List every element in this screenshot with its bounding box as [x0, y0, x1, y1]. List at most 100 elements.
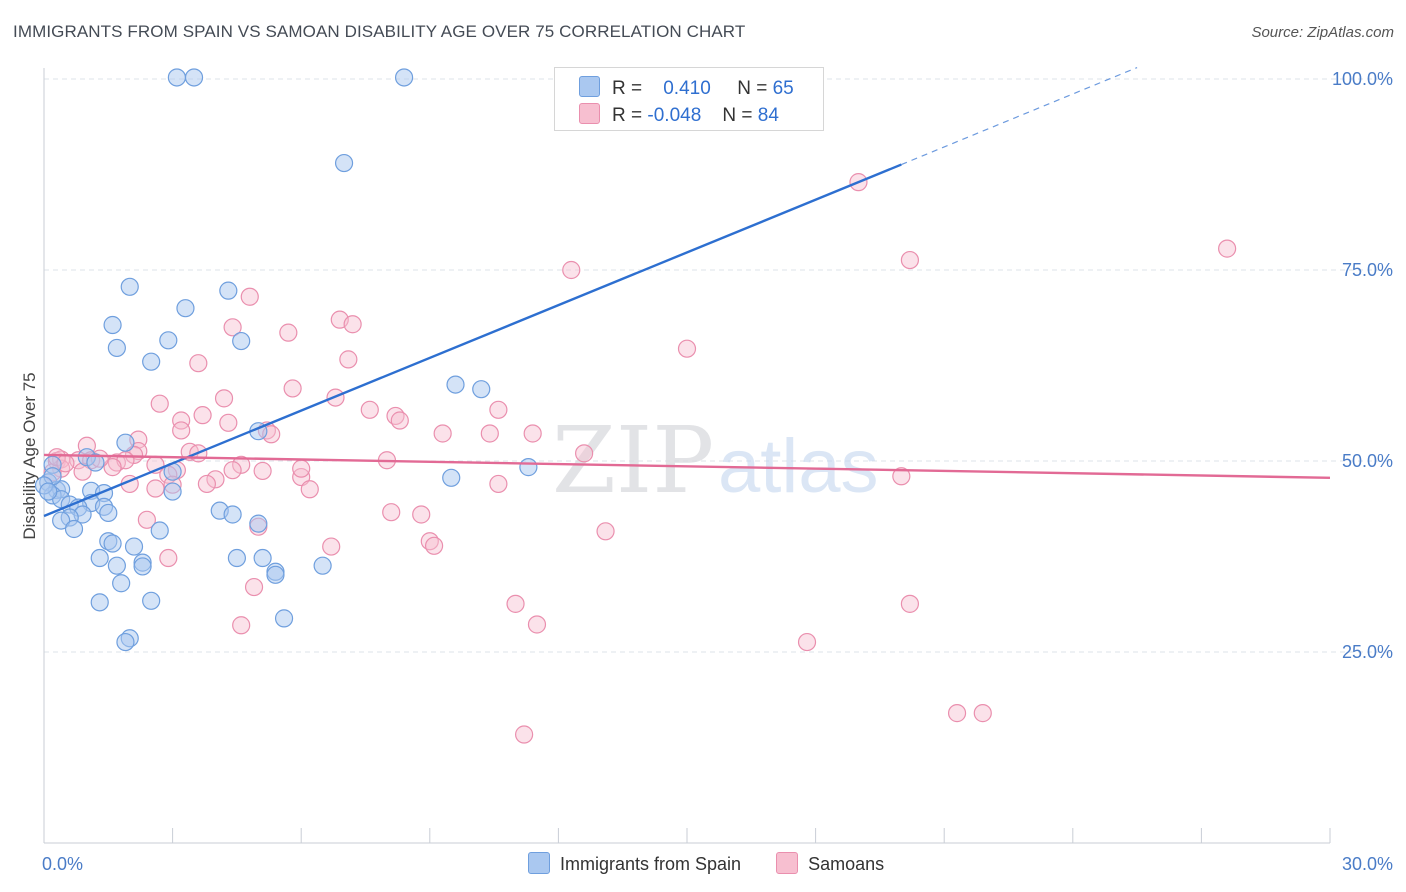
samoan-point: [489, 400, 508, 419]
bottom-legend-swatch-spain: [528, 852, 550, 874]
samoan-point: [283, 379, 302, 398]
samoan-point: [189, 354, 208, 373]
samoan-point: [232, 455, 251, 474]
samoan-point: [480, 424, 499, 443]
bottom-legend-samoans: Samoans: [776, 852, 884, 875]
spain-point: [184, 68, 204, 87]
spain-point: [232, 331, 251, 351]
samoan-point: [892, 467, 911, 486]
samoan-point: [172, 411, 191, 430]
samoan-trend-line: [43, 453, 1331, 480]
bottom-legend-label-spain: Immigrants from Spain: [560, 854, 742, 874]
spain-point: [227, 548, 246, 568]
samoan-point: [900, 594, 920, 613]
x-tick-label: 30.0%: [1342, 854, 1393, 874]
spain-point: [163, 482, 182, 501]
legend-swatch-samoan: [579, 103, 600, 124]
spain-point: [159, 331, 178, 350]
legend-row-samoan: R = -0.048 N = 84: [579, 103, 779, 127]
samoan-point: [159, 548, 178, 568]
spain-point: [116, 632, 135, 652]
spain-point: [39, 482, 58, 501]
samoan-point: [240, 287, 259, 306]
spain-point: [142, 591, 161, 610]
samoan-point: [489, 474, 508, 494]
spain-trend-extension: [901, 66, 1138, 166]
legend-n-value-samoan: 84: [757, 105, 779, 126]
spain-point: [442, 468, 461, 487]
samoan-point: [343, 315, 362, 334]
spain-point: [223, 505, 242, 524]
x-tick-labels: 0.0% 30.0%: [42, 854, 1393, 874]
bottom-legend-spain: Immigrants from Spain: [528, 852, 741, 875]
spain-point: [313, 556, 332, 575]
spain-point: [90, 548, 109, 568]
samoan-point: [103, 458, 122, 477]
samoan-point: [292, 459, 311, 478]
y-tick-label: 25.0%: [1342, 642, 1393, 662]
legend-r-label: R =: [612, 105, 643, 126]
legend-swatch-spain: [579, 76, 600, 97]
bottom-legend: Immigrants from Spain Samoans: [528, 852, 914, 875]
spain-point: [167, 68, 186, 87]
watermark-zip: ZIP: [552, 407, 714, 514]
spain-point: [86, 453, 105, 472]
spain-point: [519, 458, 538, 477]
legend-r-label: R =: [612, 78, 643, 99]
spain-point: [150, 521, 169, 540]
samoan-point: [515, 725, 534, 744]
bottom-legend-label-samoans: Samoans: [808, 854, 885, 874]
samoan-point: [562, 260, 581, 280]
trend-lines: [43, 66, 1331, 518]
samoan-point: [197, 474, 216, 494]
legend-n-label: N =: [737, 78, 768, 99]
samoan-point: [523, 424, 542, 443]
y-tick-label: 75.0%: [1342, 260, 1393, 280]
legend: R = 0.410 N = 65 R = -0.048 N = 84: [554, 67, 824, 131]
x-tick-marks: [43, 828, 1331, 843]
spain-point: [274, 609, 294, 628]
spain-point: [120, 277, 139, 296]
samoan-point: [433, 424, 452, 443]
spain-point: [133, 557, 152, 576]
legend-r-value-samoan: -0.048: [647, 105, 702, 126]
spain-point: [472, 380, 491, 399]
chart-title: IMMIGRANTS FROM SPAIN VS SAMOAN DISABILI…: [13, 22, 746, 41]
spain-point: [64, 519, 84, 539]
gridlines: [44, 78, 1392, 653]
samoan-point: [424, 536, 444, 555]
samoan-point: [223, 318, 242, 337]
x-tick-label: 0.0%: [42, 854, 83, 874]
samoan-point: [219, 413, 238, 432]
samoan-point: [947, 704, 967, 723]
samoan-point: [382, 503, 401, 522]
samoan-point: [253, 461, 272, 481]
spain-point: [52, 511, 71, 530]
spain-point: [103, 315, 122, 335]
spain-point: [334, 153, 354, 173]
samoan-point: [214, 389, 234, 408]
spain-point: [99, 503, 118, 523]
samoan-point: [506, 594, 525, 613]
samoan-point: [575, 444, 594, 463]
spain-point: [394, 68, 414, 87]
samoan-point: [137, 510, 156, 529]
samoan-point: [360, 400, 379, 419]
spain-point: [103, 534, 122, 553]
spain-points: [34, 68, 799, 652]
spain-point: [124, 537, 144, 556]
samoan-point: [322, 537, 341, 556]
spain-point: [107, 556, 126, 575]
samoan-point: [390, 411, 409, 430]
legend-row-spain: R = 0.410 N = 65: [579, 76, 794, 100]
spain-point: [219, 281, 238, 300]
spain-point: [112, 574, 131, 593]
legend-n-label: N =: [722, 105, 753, 126]
y-axis-label: Disability Age Over 75: [20, 372, 39, 539]
samoan-point: [973, 704, 992, 723]
samoan-point: [900, 250, 920, 270]
samoan-point: [797, 632, 817, 652]
samoan-point: [300, 480, 319, 499]
watermark: ZIP atlas: [552, 407, 879, 514]
